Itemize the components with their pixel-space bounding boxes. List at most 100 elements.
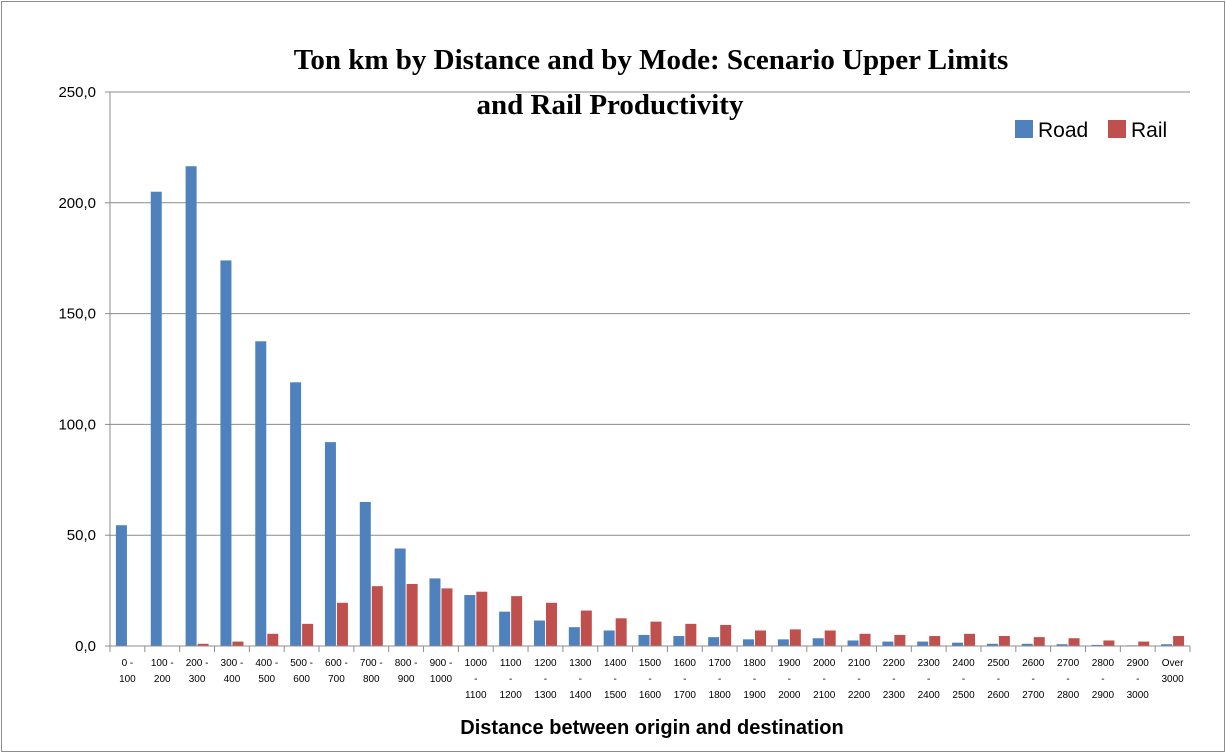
x-tick-label: 2600: [1022, 658, 1045, 669]
bar-road-12: [533, 620, 545, 646]
y-tick-label: 0,0: [75, 638, 96, 655]
x-tick-label: 1200: [500, 690, 523, 701]
x-tick-label: 1700: [674, 690, 697, 701]
bar-road-3: [220, 260, 232, 646]
x-tick-label: 2300: [918, 658, 941, 669]
x-tick-label: -: [857, 674, 860, 685]
legend: Road Rail: [1015, 119, 1167, 142]
x-tick-label: 1800: [709, 690, 732, 701]
x-tick-label: -: [823, 674, 826, 685]
bar-rail-26: [1033, 637, 1045, 646]
x-tick-label: 800 -: [395, 658, 418, 669]
x-tick-label: 300 -: [221, 658, 244, 669]
x-tick-label: 2400: [918, 690, 941, 701]
x-tick-label: -: [962, 674, 965, 685]
x-tick-label: 2200: [883, 658, 906, 669]
x-tick-label: -: [1032, 674, 1035, 685]
bar-road-7: [359, 501, 371, 646]
bar-road-28: [1091, 644, 1103, 646]
x-tick-label: 2900: [1127, 658, 1150, 669]
x-tick-label: 2600: [987, 690, 1010, 701]
bars: [115, 166, 1185, 646]
x-tick-label: 900: [398, 674, 415, 685]
bar-rail-24: [964, 633, 976, 646]
x-tick-label: 1900: [743, 690, 766, 701]
x-tick-label: -: [892, 674, 895, 685]
bar-road-25: [986, 643, 998, 646]
x-tick-label: -: [474, 674, 477, 685]
bar-rail-28: [1103, 640, 1115, 646]
x-tick-label: -: [1066, 674, 1069, 685]
x-tick-label: -: [718, 674, 721, 685]
x-tick-label: 1400: [604, 658, 627, 669]
x-tick-label: -: [1136, 674, 1139, 685]
chart-title-line-2: and Rail Productivity: [477, 89, 744, 121]
bar-road-5: [290, 382, 302, 646]
bar-road-1: [150, 191, 162, 646]
x-tick-label: -: [648, 674, 651, 685]
bar-rail-25: [998, 636, 1010, 646]
bar-road-2: [185, 166, 197, 646]
x-tick-label: 100: [119, 674, 136, 685]
x-tick-label: 200 -: [186, 658, 209, 669]
bar-road-21: [847, 640, 859, 646]
bar-road-8: [394, 548, 406, 646]
bar-road-18: [743, 639, 755, 646]
bar-rail-16: [685, 623, 697, 646]
bar-rail-19: [789, 629, 801, 646]
x-tick-label: 1000: [430, 674, 453, 685]
bar-road-19: [777, 639, 789, 646]
bar-road-16: [673, 636, 685, 646]
y-tick-label: 50,0: [67, 527, 96, 544]
bar-road-0: [115, 525, 127, 646]
x-tick-label: 1200: [534, 658, 557, 669]
bar-rail-3: [232, 641, 244, 646]
bar-rail-29: [1138, 641, 1150, 646]
x-tick-label: 400: [224, 674, 241, 685]
bar-road-15: [638, 634, 650, 646]
x-tick-label: 800: [363, 674, 380, 685]
x-tick-label: 2700: [1057, 658, 1080, 669]
bar-road-30: [1161, 644, 1173, 646]
x-tick-label: -: [683, 674, 686, 685]
bar-rail-20: [824, 630, 836, 646]
bar-rail-13: [580, 610, 592, 646]
x-tick-label: 1600: [674, 658, 697, 669]
x-axis-ticks: 0 - 100 100 - 200 200 - 300 300 - 400 400 - 500 50…: [109, 646, 1191, 701]
x-tick-label: 2800: [1057, 690, 1080, 701]
bar-rail-17: [720, 624, 732, 646]
bar-rail-10: [476, 591, 488, 646]
x-tick-label: 600 -: [325, 658, 348, 669]
bar-rail-6: [336, 602, 348, 646]
x-tick-label: 1700: [709, 658, 732, 669]
bar-road-9: [429, 578, 441, 646]
x-axis-label: Distance between origin and destination: [460, 717, 843, 739]
x-tick-label: 300: [189, 674, 206, 685]
legend-swatch-road: [1015, 120, 1033, 138]
x-tick-label: 2400: [952, 658, 975, 669]
bar-road-6: [324, 442, 336, 646]
bar-rail-4: [267, 633, 279, 646]
x-tick-label: 2100: [813, 690, 836, 701]
bar-road-11: [499, 611, 511, 646]
bar-road-10: [464, 595, 476, 646]
legend-swatch-rail: [1108, 120, 1126, 138]
x-tick-label: 100 -: [151, 658, 174, 669]
x-tick-label: -: [544, 674, 547, 685]
x-tick-label: 2900: [1092, 690, 1115, 701]
x-tick-label: 1900: [778, 658, 801, 669]
bar-road-27: [1056, 644, 1068, 646]
legend-label-road: Road: [1038, 119, 1088, 142]
x-tick-label: -: [613, 674, 616, 685]
x-tick-label: 1000: [465, 658, 488, 669]
gridlines: [110, 91, 1190, 536]
x-tick-label: 2200: [848, 690, 871, 701]
bar-rail-14: [615, 618, 627, 646]
bar-road-22: [882, 641, 894, 646]
y-tick-label: 250,0: [58, 84, 96, 101]
x-tick-label: 0 -: [122, 658, 134, 669]
x-tick-label: 200: [154, 674, 171, 685]
y-axis-ticks: 0,0 50,0 100,0 150,0 200,0 250,0: [58, 84, 110, 655]
bar-rail-7: [371, 586, 383, 646]
